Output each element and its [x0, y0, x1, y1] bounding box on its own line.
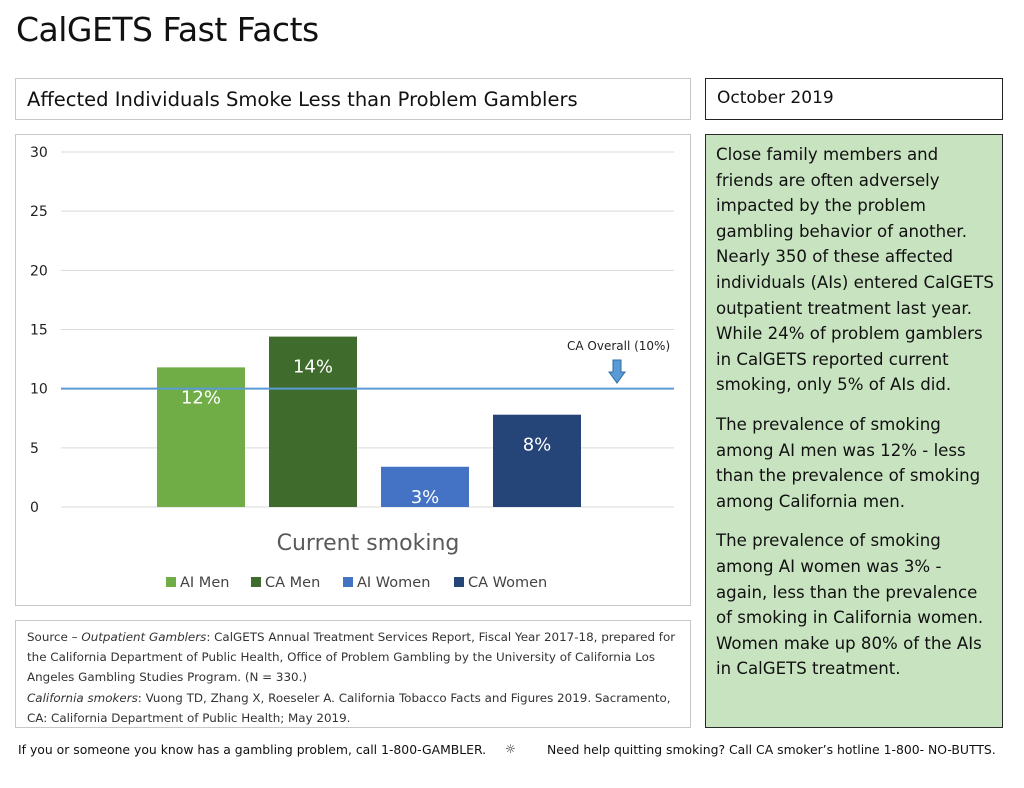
data-label: 12%: [181, 387, 221, 408]
page-title: CalGETS Fast Facts: [16, 10, 319, 49]
x-category-label: Current smoking: [277, 531, 460, 556]
y-tick-label: 25: [30, 204, 48, 220]
fact-paragraph-2: The prevalence of smoking among AI men w…: [716, 414, 981, 511]
sun-icon: ☼: [505, 742, 516, 756]
down-arrow-icon: [608, 359, 626, 384]
legend-swatch: [251, 577, 261, 587]
legend-label: AI Men: [180, 575, 229, 591]
source-box: Source – Outpatient Gamblers: CalGETS An…: [15, 620, 691, 728]
y-tick-label: 30: [30, 145, 48, 161]
smoking-hotline-text: Need help quitting smoking? Call CA smok…: [547, 742, 996, 757]
y-tick-label: 0: [30, 500, 39, 516]
data-label: 14%: [293, 357, 333, 378]
y-tick-label: 10: [30, 382, 48, 398]
legend-swatch: [166, 577, 176, 587]
source-smokers-label: California smokers: [27, 690, 138, 705]
legend-label: AI Women: [357, 575, 430, 591]
date-label: October 2019: [717, 88, 834, 108]
bar-ca-men: [269, 336, 357, 507]
data-label: 8%: [523, 435, 552, 456]
chart-title: Affected Individuals Smoke Less than Pro…: [27, 88, 578, 111]
y-tick-label: 15: [30, 323, 48, 339]
chart-title-box: Affected Individuals Smoke Less than Pro…: [15, 78, 691, 120]
reference-line-label: CA Overall (10%): [567, 339, 670, 353]
source-gamblers-text: : CalGETS Annual Treatment Services Repo…: [27, 630, 676, 685]
source-smokers-text: : Vuong TD, Zhang X, Roeseler A. Califor…: [27, 690, 671, 725]
bar-chart: 0 5 10 15 20 25 30 12% 14% 3% 8% CA Overall (10%) Cu…: [30, 145, 674, 591]
legend-label: CA Men: [265, 575, 320, 591]
fact-paragraph-3: The prevalence of smoking among AI women…: [716, 531, 984, 679]
fact-paragraph-1: Close family members and friends are oft…: [716, 145, 994, 395]
bar-ai-men: [157, 367, 245, 507]
legend-label: CA Women: [468, 575, 547, 591]
source-prefix: Source –: [27, 630, 82, 644]
bar-ca-women: [493, 414, 581, 507]
bar-ai-women: [381, 466, 469, 507]
date-box: October 2019: [705, 78, 1003, 120]
fact-panel: Close family members and friends are oft…: [705, 134, 1003, 728]
y-tick-label: 20: [30, 263, 48, 279]
source-gamblers-label: Outpatient Gamblers: [81, 630, 207, 644]
data-label: 3%: [411, 487, 440, 508]
legend-swatch: [454, 577, 464, 587]
legend-swatch: [343, 577, 353, 587]
chart-area: 0 5 10 15 20 25 30 12% 14% 3% 8% CA Overall (10%) Cu…: [15, 134, 691, 606]
y-tick-label: 5: [30, 441, 39, 457]
gambling-hotline-text: If you or someone you know has a gamblin…: [18, 742, 487, 757]
